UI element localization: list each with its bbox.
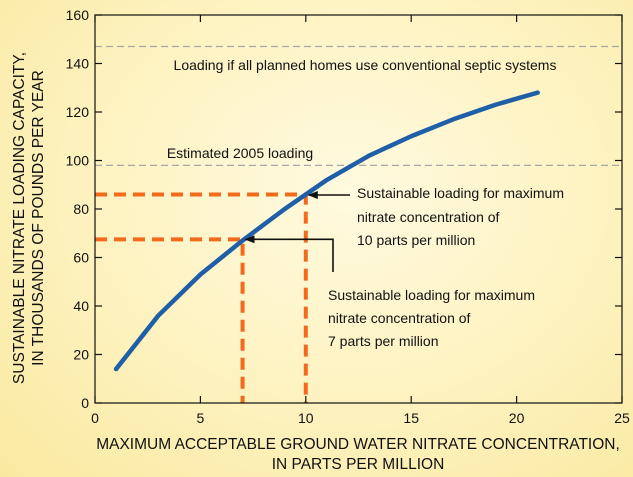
data-line [116,93,538,369]
callout-text-line: Sustainable loading for maximum [357,185,564,201]
x-axis-title-line2: IN PARTS PER MILLION [272,456,445,473]
data-point [536,91,540,95]
data-point [283,207,287,211]
data-point [452,117,456,121]
data-point [367,154,371,158]
guide-dashed-line [95,194,306,403]
y-tick-label: 120 [66,104,90,120]
data-point [114,367,118,371]
y-axis-title-line2: IN THOUSANDS OF POUNDS PER YEAR [30,70,47,366]
x-tick-label: 10 [298,410,314,426]
reference-line-label: Loading if all planned homes use convent… [174,57,557,73]
callout-text-line: 7 parts per million [328,333,439,349]
data-point [325,178,329,182]
data-point [199,273,203,277]
y-tick-label: 20 [73,347,89,363]
y-tick-label: 80 [73,201,89,217]
x-tick-label: 20 [509,410,525,426]
x-tick-label: 25 [614,410,630,426]
callout-text-line: nitrate concentration of [328,310,471,326]
x-axis-title-line1: MAXIMUM ACCEPTABLE GROUND WATER NITRATE … [96,436,620,453]
y-axis-title-line1: SUSTAINABLE NITRATE LOADING CAPACITY, [11,52,28,384]
guide-dashed-line [95,239,243,403]
y-tick-label: 60 [73,250,89,266]
data-point [156,314,160,318]
reference-line-label: Estimated 2005 loading [167,145,313,161]
y-tick-label: 100 [66,153,90,169]
callout-text-line: Sustainable loading for maximum [328,287,535,303]
callout-text-line: 10 parts per million [357,232,475,248]
x-tick-label: 15 [403,410,419,426]
data-point [494,103,498,107]
y-tick-label: 160 [66,7,90,23]
data-point [241,239,245,243]
x-tick-label: 5 [197,410,205,426]
y-tick-label: 0 [81,395,89,411]
y-tick-label: 140 [66,56,90,72]
y-tick-label: 40 [73,298,89,314]
callout-text-line: nitrate concentration of [357,209,500,225]
callout-arrow [246,239,333,272]
x-tick-label: 0 [91,410,99,426]
data-point [409,134,413,138]
